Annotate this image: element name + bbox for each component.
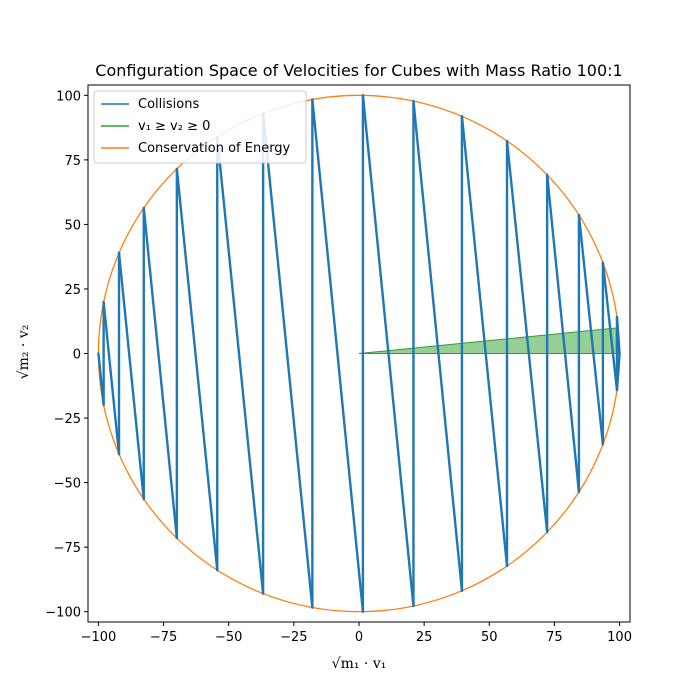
collision-segment [102, 300, 121, 456]
y-tick-label: −100 [45, 606, 81, 621]
legend-entry: Conservation of Energy [138, 141, 291, 156]
x-tick-label: 75 [546, 630, 563, 645]
collision-segment [577, 213, 605, 446]
y-axis-label: √m₂ · v₂ [16, 325, 32, 380]
axes: −100 −75 −50 −25 0 25 50 75 100 −100 −75 −50 −25 0 25 5… [45, 84, 632, 645]
collision-segment [460, 115, 509, 568]
x-tick-label: −25 [280, 630, 307, 645]
collision-segment [615, 315, 621, 355]
collision-segment [615, 352, 621, 392]
x-tick-label: −100 [81, 630, 117, 645]
y-tick-label: 25 [64, 283, 81, 298]
collision-segment [216, 135, 265, 595]
x-axis-label: √m₁ · v₁ [332, 656, 387, 672]
collision-segment [311, 98, 365, 613]
chart-title: Configuration Space of Velocities for Cu… [95, 61, 622, 80]
collision-segment [505, 139, 549, 534]
plot-area [97, 94, 621, 613]
collision-segment [601, 261, 619, 392]
y-tick-label: 75 [64, 154, 81, 169]
y-tick-label: −50 [54, 477, 81, 492]
x-tick-label: 0 [355, 630, 363, 645]
y-tick-label: −25 [54, 412, 81, 427]
legend-box [93, 90, 307, 164]
x-tick-label: −75 [150, 630, 177, 645]
y-tick-label: −75 [54, 541, 81, 556]
legend-entry: v₁ ≥ v₂ ≥ 0 [138, 119, 210, 134]
collision-segment [117, 251, 145, 501]
collision-segment [361, 94, 415, 608]
legend: Collisions v₁ ≥ v₂ ≥ 0 Conservation of Ene… [93, 90, 307, 164]
x-tick-label: −50 [215, 630, 242, 645]
collision-segment [261, 112, 314, 609]
y-tick-label: 100 [56, 89, 81, 104]
collision-segment [142, 206, 179, 540]
collision-segment [175, 167, 219, 572]
collision-segment [545, 173, 581, 494]
collision-segment [412, 99, 464, 592]
x-tick-label: 50 [481, 630, 498, 645]
x-tick-label: 100 [607, 630, 632, 645]
y-tick-label: 50 [64, 218, 81, 233]
legend-entry: Collisions [138, 97, 199, 112]
x-tick-label: 25 [416, 630, 433, 645]
y-tick-label: 0 [73, 348, 81, 363]
